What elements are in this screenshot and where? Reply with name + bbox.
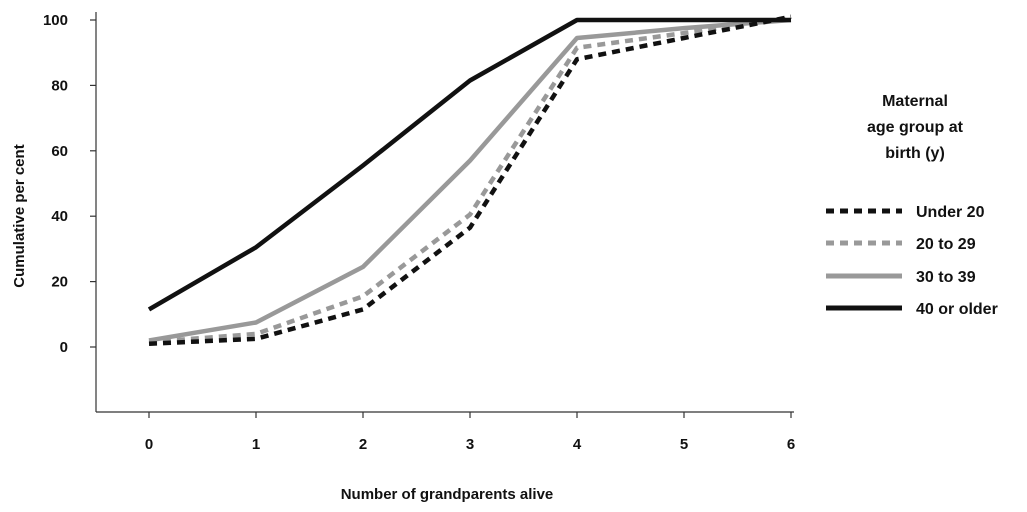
x-axis-title: Number of grandparents alive (341, 486, 554, 503)
series-line-40-or-older (147, 17, 791, 312)
y-tick-label: 100 (43, 12, 68, 29)
x-tick-label: 0 (145, 436, 153, 453)
legend-label: 40 or older (916, 301, 998, 318)
series-line-30-to-39 (148, 17, 792, 343)
y-tick-label: 80 (51, 77, 68, 94)
y-ticks: 0 20 40 60 80 100 (43, 12, 96, 356)
y-tick-label: 40 (51, 208, 68, 225)
x-tick-label: 2 (359, 436, 367, 453)
series-lines (147, 14, 792, 346)
legend-title-line-3: birth (y) (885, 145, 945, 162)
x-ticks: 0 1 2 3 4 5 6 (145, 412, 795, 453)
legend-label: 20 to 29 (916, 236, 976, 253)
y-axis-title: Cumulative per cent (11, 144, 28, 287)
y-tick-label: 0 (60, 339, 68, 356)
legend: Maternal age group at birth (y) Under 20… (826, 93, 998, 318)
legend-label: Under 20 (916, 204, 985, 221)
legend-title-line-1: Maternal (882, 93, 948, 110)
x-tick-label: 3 (466, 436, 474, 453)
legend-items: Under 20 20 to 29 30 to 39 40 or older (826, 204, 998, 318)
series-line-20-to-29 (148, 16, 792, 345)
x-tick-label: 1 (252, 436, 260, 453)
series-line-under-20 (148, 14, 792, 346)
y-tick-label: 60 (51, 143, 68, 160)
legend-title-line-2: age group at (867, 119, 964, 136)
x-tick-label: 6 (787, 436, 795, 453)
x-tick-label: 5 (680, 436, 688, 453)
y-tick-label: 20 (51, 274, 68, 291)
axes (95, 12, 794, 413)
x-tick-label: 4 (573, 436, 582, 453)
legend-label: 30 to 39 (916, 269, 976, 286)
